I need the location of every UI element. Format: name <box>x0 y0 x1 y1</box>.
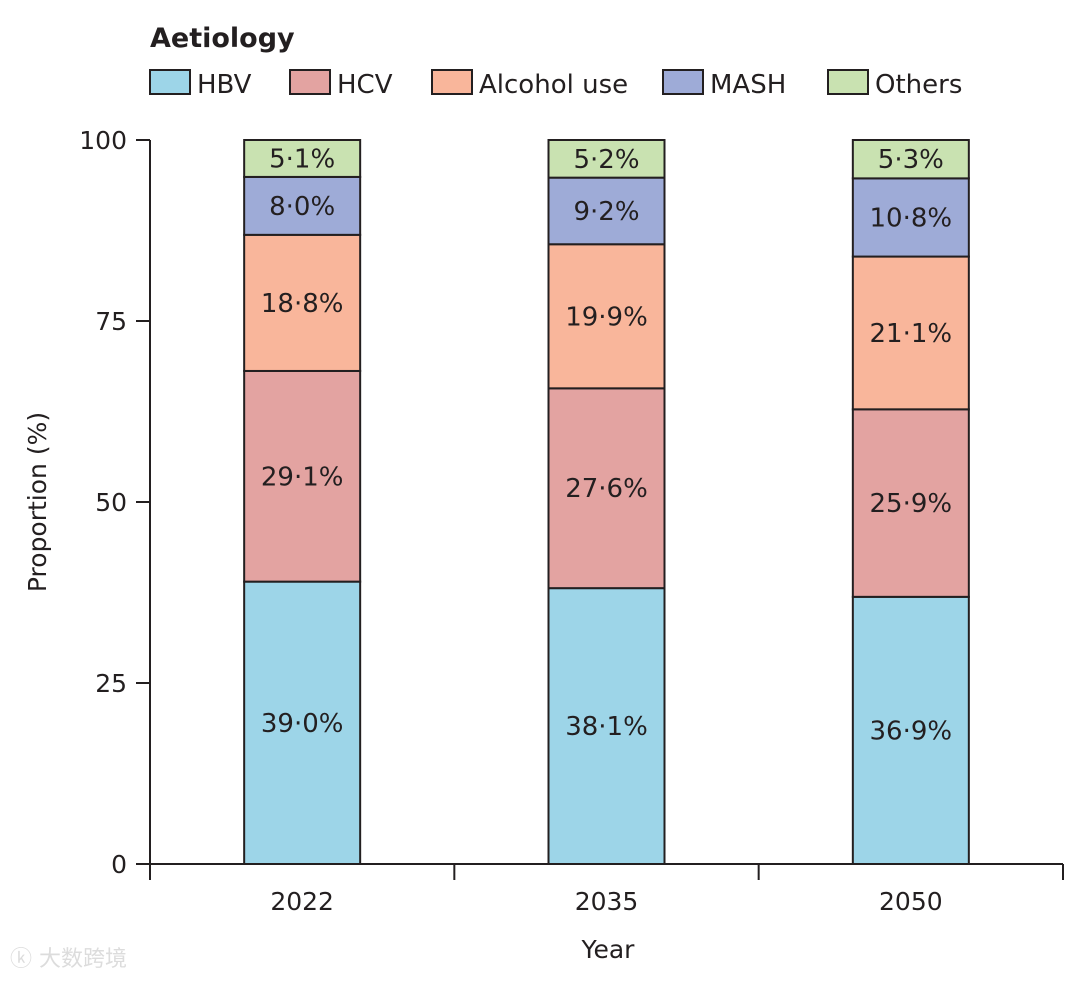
legend-title: Aetiology <box>150 23 295 54</box>
bar-segment-hcv-2035 <box>547 387 666 590</box>
watermark: ⓚ 大数跨境 <box>10 947 127 972</box>
legend-label: HBV <box>197 70 252 100</box>
data-label: 5·3% <box>878 145 944 175</box>
data-label: 18·8% <box>261 289 344 319</box>
legend-label: MASH <box>710 70 786 100</box>
data-label: 27·6% <box>565 474 648 504</box>
bar-segment-alcohol-use-2035 <box>547 243 666 390</box>
bar-segment-hbv-2022 <box>243 580 362 865</box>
y-tick-label: 0 <box>111 850 127 879</box>
legend-label: HCV <box>337 70 393 100</box>
data-label: 25·9% <box>870 489 953 519</box>
y-tick-label: 75 <box>95 307 127 336</box>
y-tick-label: 100 <box>79 126 127 155</box>
data-label: 29·1% <box>261 462 344 492</box>
bar-segment-mash-2022 <box>243 175 362 236</box>
data-label: 39·0% <box>261 709 344 739</box>
legend: HBV HCV Alcohol use MASH Others <box>149 69 962 100</box>
bar-segment-others-2022 <box>243 139 362 178</box>
legend-swatch-mash <box>662 69 704 95</box>
legend-label: Others <box>875 70 962 100</box>
legend-label: Alcohol use <box>479 70 628 100</box>
data-label: 5·2% <box>573 145 639 175</box>
data-label: 9·2% <box>573 197 639 227</box>
bars: 39·0% 29·1% 18·8% 8·0% 5·1% 38·1% 27·6% 19·9% 9·… <box>243 139 970 865</box>
legend-swatch-others <box>827 69 869 95</box>
data-label: 19·9% <box>565 302 648 332</box>
bar-segment-hcv-2050 <box>851 408 970 598</box>
bar-segment-hbv-2050 <box>851 595 970 865</box>
bar-segment-others-2050 <box>851 139 970 180</box>
data-label: 5·1% <box>269 144 335 174</box>
bar-segment-others-2035 <box>547 139 666 179</box>
bar-segment-mash-2035 <box>547 176 666 246</box>
data-label: 38·1% <box>565 712 648 742</box>
axes: 0 25 50 75 100 2022 2035 2050 <box>79 126 1064 916</box>
data-label: 36·9% <box>870 716 953 746</box>
y-axis-label: Proportion (%) <box>23 412 52 592</box>
legend-swatch-hbv <box>149 69 191 95</box>
data-label: 8·0% <box>269 192 335 222</box>
x-axis-label: Year <box>581 935 636 964</box>
x-tick-label: 2050 <box>879 887 943 916</box>
bar-segment-alcohol-use-2050 <box>851 255 970 411</box>
legend-swatch-alcohol-use <box>431 69 473 95</box>
bar-segment-hcv-2022 <box>243 369 362 583</box>
bar-segment-hbv-2035 <box>547 587 666 865</box>
data-label: 21·1% <box>870 319 953 349</box>
data-label: 10·8% <box>870 203 953 233</box>
x-tick-label: 2022 <box>270 887 334 916</box>
legend-swatch-hcv <box>289 69 331 95</box>
x-tick-label: 2035 <box>575 887 639 916</box>
y-tick-label: 25 <box>95 669 127 698</box>
y-tick-label: 50 <box>95 488 127 517</box>
